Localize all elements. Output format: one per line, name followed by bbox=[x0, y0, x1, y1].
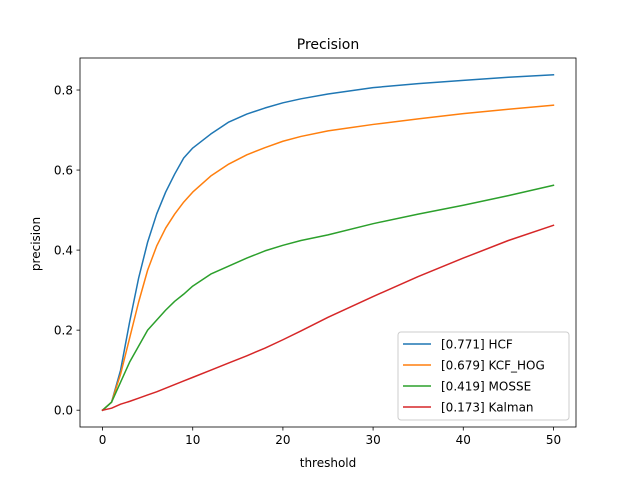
x-tick-label: 50 bbox=[546, 433, 561, 447]
legend-label: [0.419] MOSSE bbox=[441, 380, 531, 394]
x-axis-label: threshold bbox=[300, 456, 357, 470]
plot-frame bbox=[79, 57, 577, 428]
plot-area bbox=[79, 57, 577, 428]
legend: [0.771] HCF [0.679] KCF_HOG [0.419] MOSSE [… bbox=[397, 331, 570, 421]
legend-label: [0.771] HCF bbox=[441, 338, 513, 352]
y-tick-label: 0.0 bbox=[54, 404, 73, 418]
y-tick-label: 0.2 bbox=[54, 324, 73, 338]
y-axis-label: precision bbox=[29, 217, 43, 271]
x-axis: 0 10 20 30 40 50 bbox=[99, 427, 561, 447]
y-tick-label: 0.4 bbox=[54, 244, 73, 258]
y-tick-label: 0.8 bbox=[54, 84, 73, 98]
legend-label: [0.679] KCF_HOG bbox=[441, 359, 545, 373]
y-axis: 0.0 0.2 0.4 0.6 0.8 bbox=[54, 84, 80, 418]
x-tick-label: 30 bbox=[365, 433, 380, 447]
x-tick-label: 0 bbox=[99, 433, 107, 447]
x-tick-label: 40 bbox=[456, 433, 471, 447]
series-layer bbox=[101, 74, 555, 412]
series-line-2 bbox=[101, 184, 555, 412]
x-tick-label: 10 bbox=[185, 433, 200, 447]
x-tick-label: 20 bbox=[275, 433, 290, 447]
legend-label: [0.173] Kalman bbox=[441, 401, 534, 415]
series-line-0 bbox=[101, 74, 555, 412]
legend-box bbox=[397, 331, 570, 421]
series-line-1 bbox=[101, 104, 555, 412]
series-line-3 bbox=[101, 224, 555, 412]
y-tick-label: 0.6 bbox=[54, 164, 73, 178]
chart-title: Precision bbox=[297, 37, 359, 53]
